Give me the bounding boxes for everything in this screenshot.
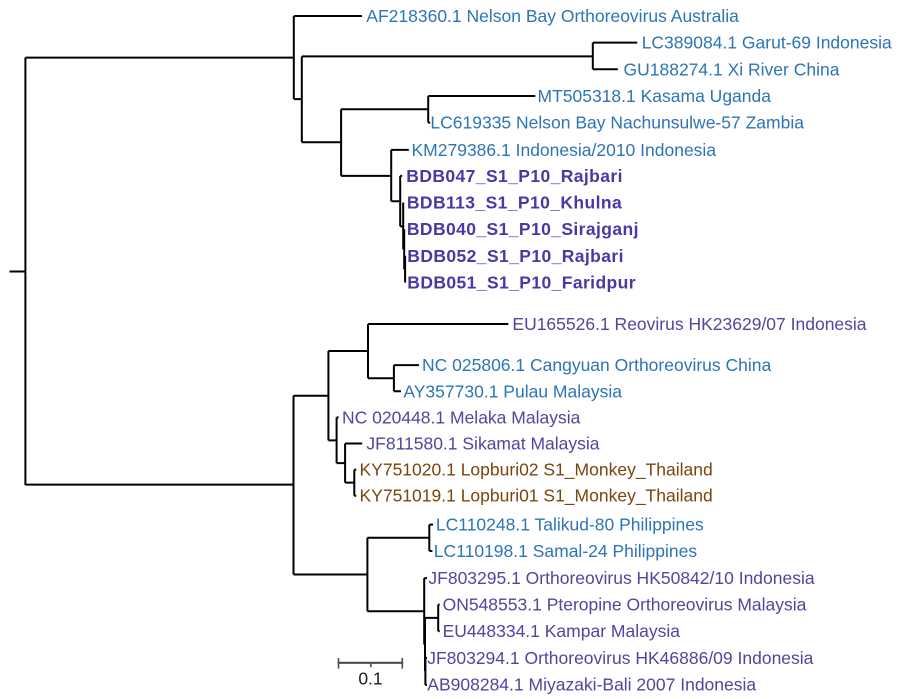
svg-text:KY751020.1 Lopburi02 S1_Monkey: KY751020.1 Lopburi02 S1_Monkey_Thailand bbox=[360, 460, 713, 481]
svg-text:LC619335 Nelson Bay Nachunsulw: LC619335 Nelson Bay Nachunsulwe-57 Zambi… bbox=[430, 113, 804, 133]
svg-text:JF803295.1 Orthoreovirus HK508: JF803295.1 Orthoreovirus HK50842/10 Indo… bbox=[428, 568, 814, 588]
svg-text:BDB113_S1_P10_Khulna: BDB113_S1_P10_Khulna bbox=[407, 193, 622, 213]
svg-text:ON548553.1 Pteropine Orthoreov: ON548553.1 Pteropine Orthoreovirus Malay… bbox=[443, 595, 807, 615]
svg-text:NC 025806.1 Cangyuan Orthoreov: NC 025806.1 Cangyuan Orthoreovirus China bbox=[422, 355, 771, 375]
svg-text:EU165526.1 Reovirus HK23629/07: EU165526.1 Reovirus HK23629/07 Indonesia bbox=[512, 314, 866, 334]
svg-text:JF811580.1 Sikamat Malaysia: JF811580.1 Sikamat Malaysia bbox=[366, 434, 599, 454]
svg-text:BDB051_S1_P10_Faridpur: BDB051_S1_P10_Faridpur bbox=[407, 273, 636, 293]
svg-text:AY357730.1 Pulau Malaysia: AY357730.1 Pulau Malaysia bbox=[403, 381, 622, 401]
svg-text:LC110198.1 Samal-24 Philippine: LC110198.1 Samal-24 Philippines bbox=[434, 541, 698, 561]
svg-text:GU188274.1 Xi River China: GU188274.1 Xi River China bbox=[624, 59, 840, 79]
svg-text:AF218360.1 Nelson Bay Orthoreo: AF218360.1 Nelson Bay Orthoreovirus Aust… bbox=[366, 6, 739, 26]
svg-text:EU448334.1 Kampar Malaysia: EU448334.1 Kampar Malaysia bbox=[443, 621, 681, 641]
svg-text:0.1: 0.1 bbox=[358, 669, 382, 689]
svg-text:LC110248.1 Talikud-80 Philippi: LC110248.1 Talikud-80 Philippines bbox=[436, 515, 704, 535]
svg-text:AB908284.1 Miyazaki-Bali 2007: AB908284.1 Miyazaki-Bali 2007 Indonesia bbox=[427, 674, 756, 694]
svg-text:KY751019.1 Lopburi01 S1_Monkey: KY751019.1 Lopburi01 S1_Monkey_Thailand bbox=[360, 486, 713, 507]
svg-text:JF803294.1 Orthoreovirus HK468: JF803294.1 Orthoreovirus HK46886/09 Indo… bbox=[427, 648, 813, 668]
svg-text:MT505318.1 Kasama Uganda: MT505318.1 Kasama Uganda bbox=[538, 86, 772, 106]
svg-text:KM279386.1 Indonesia/2010 Indo: KM279386.1 Indonesia/2010 Indonesia bbox=[412, 140, 717, 160]
svg-text:NC 020448.1 Melaka Malaysia: NC 020448.1 Melaka Malaysia bbox=[342, 407, 581, 427]
svg-text:BDB047_S1_P10_Rajbari: BDB047_S1_P10_Rajbari bbox=[406, 166, 623, 186]
svg-text:LC389084.1 Garut-69 Indonesia: LC389084.1 Garut-69 Indonesia bbox=[642, 33, 892, 53]
svg-text:BDB040_S1_P10_Sirajganj: BDB040_S1_P10_Sirajganj bbox=[407, 219, 639, 239]
svg-text:BDB052_S1_P10_Rajbari: BDB052_S1_P10_Rajbari bbox=[407, 246, 624, 266]
